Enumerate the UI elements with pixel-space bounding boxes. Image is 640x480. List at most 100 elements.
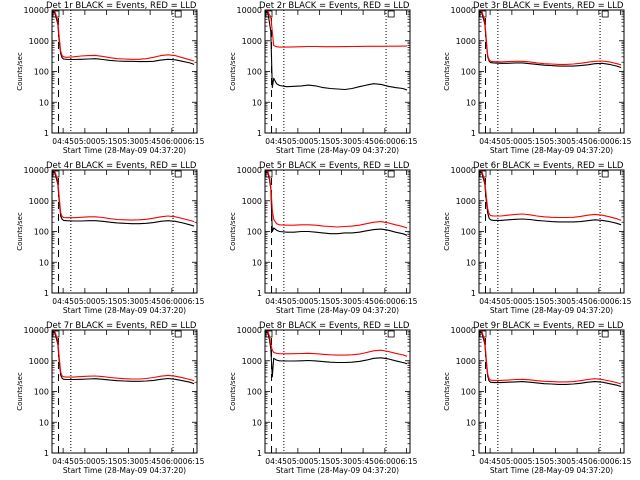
- series-line-lld: [478, 10, 622, 66]
- box-marker: [174, 170, 182, 178]
- y-tick-label: 1000: [456, 197, 476, 206]
- x-tick-label: 05:00: [74, 137, 96, 146]
- panel-title: Det 1r BLACK = Events, RED = LLD: [46, 1, 197, 11]
- y-tick-label: 100: [247, 68, 262, 77]
- y-axis-label: Counts/sec: [443, 372, 451, 411]
- series-line-lld: [264, 330, 408, 357]
- panel-det-5r: Det 5r BLACK = Events, RED = LLD 1 10 100 10…: [229, 161, 418, 315]
- series-line-events: [51, 330, 195, 385]
- y-tick-label: 100: [247, 228, 262, 237]
- x-tick-label: 05:45: [139, 457, 161, 466]
- x-tick-label: 05:15: [96, 137, 118, 146]
- x-tick-label: 05:30: [118, 297, 140, 306]
- y-axis-label: Counts/sec: [443, 212, 451, 251]
- x-axis-label: Start Time (28-May-09 04:37:20): [490, 146, 613, 155]
- y-tick-label: 1000: [456, 357, 476, 366]
- x-tick-label: 05:45: [352, 297, 374, 306]
- y-tick-label: 1: [471, 129, 476, 138]
- x-tick-label: 05:15: [309, 297, 331, 306]
- x-axis-label: Start Time (28-May-09 04:37:20): [63, 466, 186, 475]
- plot-frame: [264, 9, 411, 134]
- x-tick-label: 05:15: [309, 457, 331, 466]
- x-tick-label: 05:30: [545, 457, 567, 466]
- panel-title: Det 5r BLACK = Events, RED = LLD: [259, 161, 410, 171]
- y-tick-label: 1: [44, 289, 49, 298]
- x-tick-label: 05:45: [352, 137, 374, 146]
- x-tick-label: 05:00: [287, 297, 309, 306]
- y-axis-label: Counts/sec: [229, 52, 237, 91]
- x-tick-label: 06:15: [396, 137, 418, 146]
- x-axis-label: Start Time (28-May-09 04:37:20): [63, 146, 186, 155]
- x-tick-label: 06:00: [161, 297, 183, 306]
- x-tick-label: 05:45: [566, 457, 588, 466]
- series-line-events: [478, 170, 622, 226]
- plot-frame: [51, 9, 198, 134]
- x-tick-label: 06:15: [610, 297, 632, 306]
- x-tick-label: 06:00: [588, 297, 610, 306]
- panel-det-7r: Det 7r BLACK = Events, RED = LLD 1 10 100 10…: [16, 321, 205, 475]
- x-tick-label: 05:00: [287, 137, 309, 146]
- y-axis-label: Counts/sec: [16, 52, 24, 91]
- y-tick-label: 10: [252, 258, 262, 267]
- plot-frame: [478, 9, 625, 134]
- x-tick-label: 05:00: [501, 137, 523, 146]
- x-tick-label: 05:00: [501, 297, 523, 306]
- y-tick-label: 10000: [237, 326, 262, 335]
- x-tick-label: 06:15: [183, 137, 205, 146]
- y-tick-label: 10000: [237, 6, 262, 15]
- y-tick-label: 100: [34, 388, 49, 397]
- plot-frame: [264, 169, 411, 294]
- panel-det-1r: Det 1r BLACK = Events, RED = LLD 1 10 100 10…: [16, 1, 205, 155]
- box-marker: [387, 10, 395, 18]
- plot-frame: [51, 329, 198, 454]
- y-tick-label: 10000: [24, 166, 49, 175]
- box-marker: [601, 330, 609, 338]
- box-marker: [174, 330, 182, 338]
- y-tick-label: 100: [247, 388, 262, 397]
- x-tick-label: 06:00: [374, 297, 396, 306]
- panel-title: Det 8r BLACK = Events, RED = LLD: [259, 321, 410, 331]
- panel-title: Det 7r BLACK = Events, RED = LLD: [46, 321, 197, 331]
- x-axis-label: Start Time (28-May-09 04:37:20): [63, 306, 186, 315]
- panel-title: Det 6r BLACK = Events, RED = LLD: [473, 161, 624, 171]
- series-line-events: [51, 10, 195, 65]
- x-tick-label: 05:00: [501, 457, 523, 466]
- x-tick-label: 05:30: [331, 457, 353, 466]
- series-line-lld: [264, 10, 408, 48]
- panel-det-6r: Det 6r BLACK = Events, RED = LLD 1 10 100 10…: [443, 161, 632, 315]
- x-axis-label: Start Time (28-May-09 04:37:20): [490, 306, 613, 315]
- x-tick-label: 04:45: [479, 457, 501, 466]
- y-tick-label: 1: [257, 449, 262, 458]
- plot-frame: [478, 169, 625, 294]
- y-axis-label: Counts/sec: [16, 372, 24, 411]
- x-tick-label: 06:15: [183, 457, 205, 466]
- panel-det-4r: Det 4r BLACK = Events, RED = LLD 1 10 100 10…: [16, 161, 205, 315]
- x-tick-label: 06:00: [374, 137, 396, 146]
- x-axis-label: Start Time (28-May-09 04:37:20): [276, 146, 399, 155]
- y-tick-label: 10: [39, 258, 49, 267]
- panel-title: Det 9r BLACK = Events, RED = LLD: [473, 321, 624, 331]
- x-tick-label: 05:45: [566, 297, 588, 306]
- x-tick-label: 05:00: [74, 297, 96, 306]
- x-tick-label: 05:45: [566, 137, 588, 146]
- y-tick-label: 100: [461, 68, 476, 77]
- series-line-lld: [264, 170, 408, 229]
- y-axis-label: Counts/sec: [443, 52, 451, 91]
- box-marker: [387, 170, 395, 178]
- y-tick-label: 1000: [242, 37, 262, 46]
- series-line-events: [478, 330, 622, 388]
- x-tick-label: 04:45: [265, 457, 287, 466]
- x-tick-label: 06:15: [610, 137, 632, 146]
- y-tick-label: 1000: [29, 357, 49, 366]
- y-tick-label: 1: [471, 449, 476, 458]
- y-tick-label: 100: [461, 228, 476, 237]
- box-marker: [601, 170, 609, 178]
- series-line-events: [264, 170, 408, 236]
- series-line-events: [51, 170, 195, 227]
- y-tick-label: 10: [466, 418, 476, 427]
- panel-det-2r: Det 2r BLACK = Events, RED = LLD 1 10 100 10…: [229, 1, 418, 155]
- series-line-lld: [51, 170, 195, 223]
- x-tick-label: 05:15: [523, 137, 545, 146]
- x-tick-label: 06:00: [161, 457, 183, 466]
